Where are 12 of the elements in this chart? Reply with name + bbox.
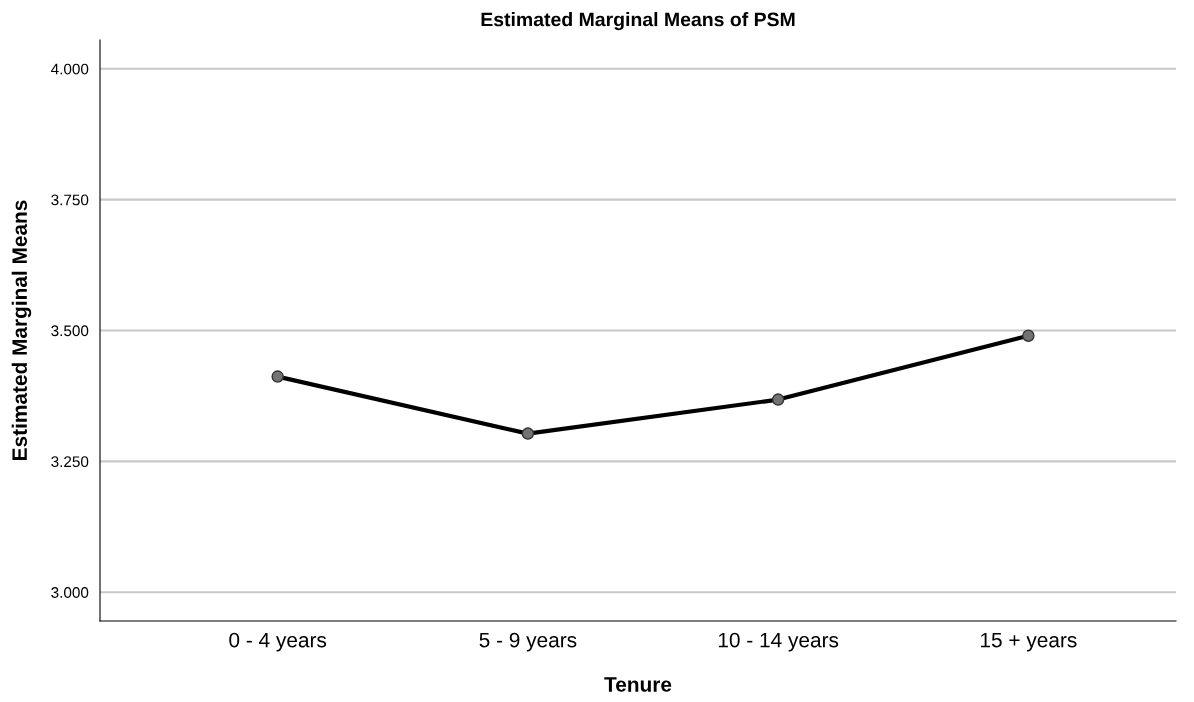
y-tick-label: 3.500 bbox=[51, 325, 89, 337]
x-tick-label: 10 - 14 years bbox=[718, 632, 839, 652]
y-tick-label: 3.000 bbox=[51, 587, 89, 598]
x-axis-title: Tenure bbox=[604, 677, 672, 692]
y-tick-label: 3.750 bbox=[51, 194, 89, 206]
chart-title: Estimated Marginal Means of PSM bbox=[481, 12, 795, 31]
y-axis-title: Estimated Marginal Means bbox=[11, 200, 32, 460]
x-tick-label: 0 - 4 years bbox=[229, 632, 327, 652]
x-tick-label: 5 - 9 years bbox=[479, 632, 577, 652]
y-tick-label: 4.000 bbox=[51, 63, 89, 75]
y-tick-label: 3.250 bbox=[51, 456, 89, 468]
x-tick-label: 15 + years bbox=[981, 632, 1077, 652]
